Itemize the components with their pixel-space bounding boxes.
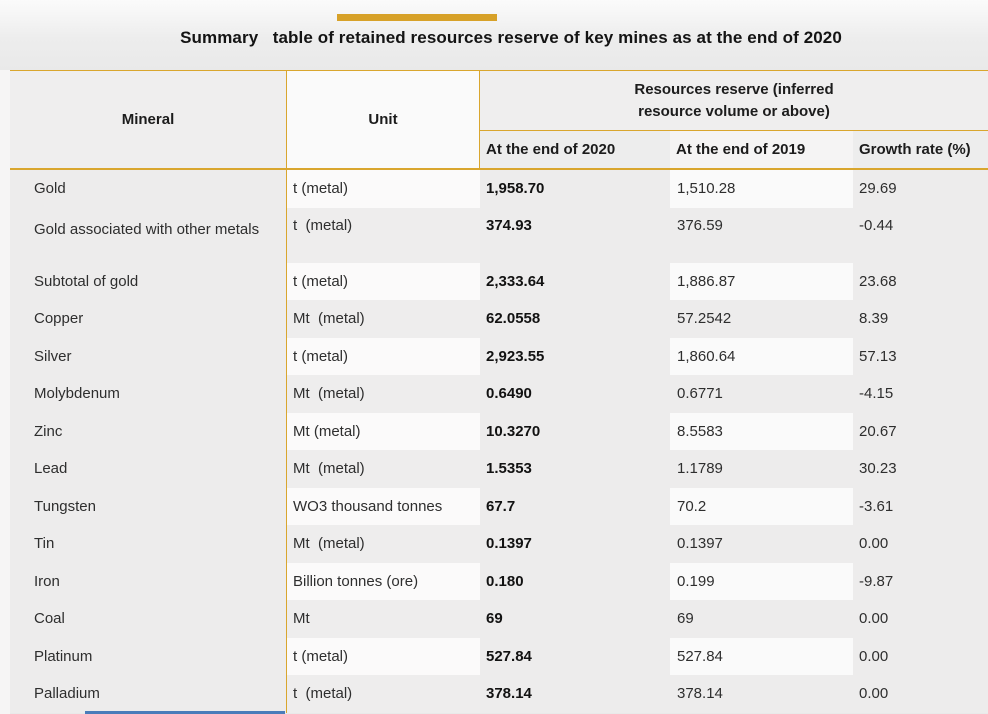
cell-unit: Mt (metal) [287, 525, 480, 563]
cell-growth-rate: 20.67 [853, 412, 988, 450]
cell-end-2019: 0.6771 [670, 375, 853, 413]
cell-end-2020: 2,333.64 [480, 262, 670, 300]
cell-mineral: Coal [10, 600, 287, 638]
cell-end-2019: 378.14 [670, 675, 853, 713]
table-body: Gold t (metal) 1,958.70 1,510.28 29.69 G… [10, 170, 988, 713]
cell-mineral: Lead [10, 450, 287, 488]
header-unit: Unit [287, 71, 480, 168]
header-end-2019: At the end of 2019 [670, 131, 853, 168]
cell-growth-rate: -0.44 [853, 207, 988, 263]
cell-end-2019: 57.2542 [670, 300, 853, 338]
table-row-molybdenum: Molybdenum Mt (metal) 0.6490 0.6771 -4.1… [10, 375, 988, 413]
cell-mineral: Palladium [10, 675, 287, 713]
cell-growth-rate: 30.23 [853, 450, 988, 488]
cell-unit: t (metal) [287, 170, 480, 208]
table-row-gold-associated: Gold associated with other metals t (met… [10, 207, 988, 263]
cell-growth-rate: 0.00 [853, 600, 988, 638]
cell-mineral: Tin [10, 525, 287, 563]
cell-end-2020: 62.0558 [480, 300, 670, 338]
cell-end-2020: 1.5353 [480, 450, 670, 488]
cell-mineral: Copper [10, 300, 287, 338]
cell-end-2019: 1.1789 [670, 450, 853, 488]
cell-unit: WO3 thousand tonnes [287, 487, 480, 525]
table-row-iron: Iron Billion tonnes (ore) 0.180 0.199 -9… [10, 562, 988, 600]
cell-end-2020: 378.14 [480, 675, 670, 713]
cell-unit: t (metal) [287, 675, 480, 713]
cell-end-2019: 527.84 [670, 637, 853, 675]
left-gutter [0, 0, 10, 714]
bottom-blue-bar [85, 711, 285, 714]
cell-growth-rate: 8.39 [853, 300, 988, 338]
cell-end-2019: 8.5583 [670, 412, 853, 450]
cell-end-2019: 70.2 [670, 487, 853, 525]
cell-end-2020: 2,923.55 [480, 337, 670, 375]
resources-table: Mineral Unit Resources reserve (inferred… [10, 70, 988, 713]
cell-unit: t (metal) [287, 637, 480, 675]
page-title: Summary table of retained resources rese… [180, 28, 842, 47]
cell-end-2019: 1,510.28 [670, 170, 853, 208]
cell-end-2020: 0.1397 [480, 525, 670, 563]
cell-mineral: Zinc [10, 412, 287, 450]
table-row-tin: Tin Mt (metal) 0.1397 0.1397 0.00 [10, 525, 988, 563]
cell-unit: Mt (metal) [287, 450, 480, 488]
cell-unit: t (metal) [287, 337, 480, 375]
cell-unit: Billion tonnes (ore) [287, 562, 480, 600]
header-resources-reserve-group: Resources reserve (inferred resource vol… [480, 71, 988, 131]
cell-end-2020: 0.6490 [480, 375, 670, 413]
cell-end-2019: 0.199 [670, 562, 853, 600]
table-row-lead: Lead Mt (metal) 1.5353 1.1789 30.23 [10, 450, 988, 488]
table-row-palladium: Palladium t (metal) 378.14 378.14 0.00 [10, 675, 988, 713]
cell-end-2019: 1,860.64 [670, 337, 853, 375]
cell-end-2019: 1,886.87 [670, 262, 853, 300]
cell-growth-rate: -4.15 [853, 375, 988, 413]
cell-growth-rate: 0.00 [853, 525, 988, 563]
cell-end-2020: 67.7 [480, 487, 670, 525]
cell-unit: Mt (metal) [287, 375, 480, 413]
title-accent-bar [337, 14, 497, 21]
cell-end-2020: 1,958.70 [480, 170, 670, 208]
cell-mineral: Silver [10, 337, 287, 375]
cell-growth-rate: 23.68 [853, 262, 988, 300]
table-header: Mineral Unit Resources reserve (inferred… [10, 70, 988, 170]
cell-growth-rate: -9.87 [853, 562, 988, 600]
cell-end-2020: 527.84 [480, 637, 670, 675]
cell-unit: Mt (metal) [287, 412, 480, 450]
cell-mineral: Subtotal of gold [10, 262, 287, 300]
cell-growth-rate: 0.00 [853, 637, 988, 675]
table-row-tungsten: Tungsten WO3 thousand tonnes 67.7 70.2 -… [10, 487, 988, 525]
cell-end-2020: 69 [480, 600, 670, 638]
cell-unit: t (metal) [287, 207, 480, 263]
header-growth-rate: Growth rate (%) [853, 131, 988, 168]
cell-mineral: Gold [10, 170, 287, 208]
table-row-copper: Copper Mt (metal) 62.0558 57.2542 8.39 [10, 300, 988, 338]
cell-mineral: Iron [10, 562, 287, 600]
cell-mineral: Tungsten [10, 487, 287, 525]
table-row-gold: Gold t (metal) 1,958.70 1,510.28 29.69 [10, 170, 988, 208]
header-resources-reserve-label: Resources reserve (inferred resource vol… [634, 80, 834, 120]
cell-growth-rate: 57.13 [853, 337, 988, 375]
cell-unit: Mt (metal) [287, 300, 480, 338]
cell-growth-rate: -3.61 [853, 487, 988, 525]
cell-mineral: Molybdenum [10, 375, 287, 413]
header-mineral: Mineral [10, 71, 287, 168]
table-row-platinum: Platinum t (metal) 527.84 527.84 0.00 [10, 637, 988, 675]
cell-unit: t (metal) [287, 262, 480, 300]
table-row-subtotal-gold: Subtotal of gold t (metal) 2,333.64 1,88… [10, 262, 988, 300]
cell-end-2020: 10.3270 [480, 412, 670, 450]
cell-mineral: Platinum [10, 637, 287, 675]
cell-mineral: Gold associated with other metals [10, 207, 287, 263]
cell-unit: Mt [287, 600, 480, 638]
cell-end-2020: 374.93 [480, 207, 670, 263]
title-band: Summary table of retained resources rese… [0, 0, 988, 70]
cell-growth-rate: 0.00 [853, 675, 988, 713]
cell-end-2019: 376.59 [670, 207, 853, 263]
cell-end-2020: 0.180 [480, 562, 670, 600]
cell-end-2019: 69 [670, 600, 853, 638]
table-row-silver: Silver t (metal) 2,923.55 1,860.64 57.13 [10, 337, 988, 375]
cell-growth-rate: 29.69 [853, 170, 988, 208]
header-end-2020: At the end of 2020 [480, 131, 670, 168]
cell-end-2019: 0.1397 [670, 525, 853, 563]
table-row-zinc: Zinc Mt (metal) 10.3270 8.5583 20.67 [10, 412, 988, 450]
table-row-coal: Coal Mt 69 69 0.00 [10, 600, 988, 638]
